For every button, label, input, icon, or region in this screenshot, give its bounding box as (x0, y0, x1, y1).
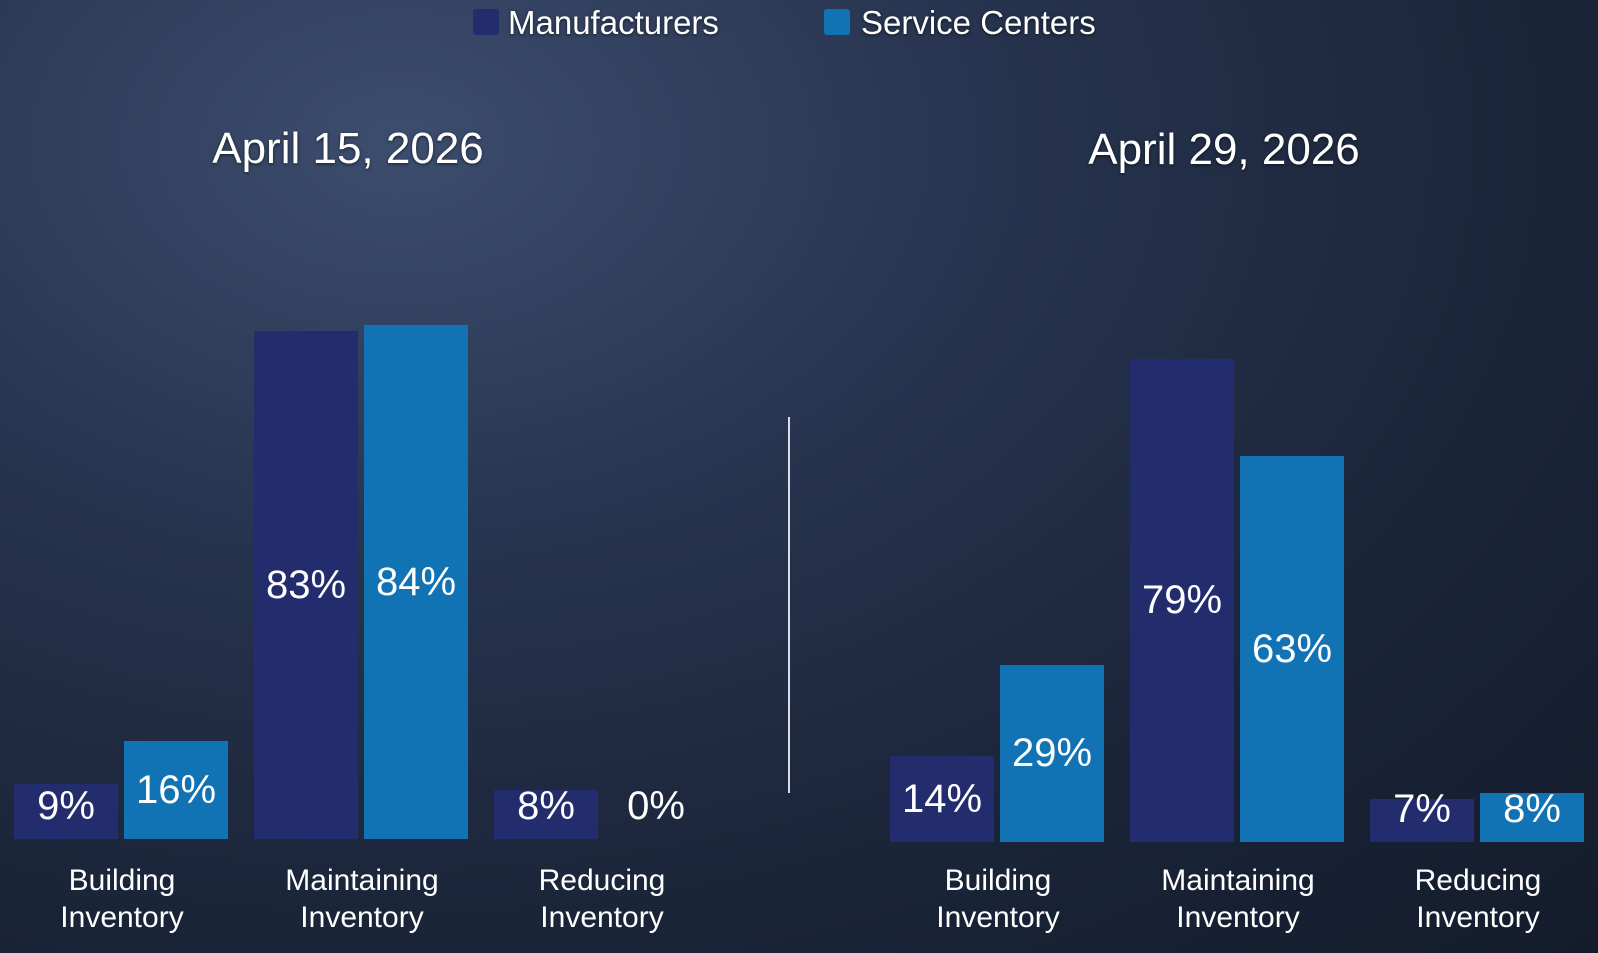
data-label: 8% (517, 784, 575, 828)
x-tick-label: Reducing Inventory (538, 864, 666, 934)
bar (1240, 456, 1344, 842)
data-label: 14% (901, 777, 983, 822)
bar (1370, 799, 1474, 842)
data-label: 8% (1503, 787, 1561, 831)
bar (1480, 793, 1584, 842)
legend-label: Manufacturers (508, 4, 719, 41)
x-tick-label: Reducing Inventory (1414, 864, 1542, 934)
legend-swatch (824, 9, 850, 35)
data-label: 9% (37, 784, 95, 828)
data-label: 63% (1251, 627, 1333, 672)
data-label: 79% (1141, 578, 1223, 623)
bar (1130, 358, 1234, 842)
x-tick-label: Maintaining Inventory (285, 864, 439, 934)
bar (254, 331, 358, 839)
divider (788, 417, 790, 793)
bar (124, 741, 228, 839)
data-label: 29% (1011, 731, 1093, 776)
chart-title: April 29, 2026 (1088, 125, 1360, 174)
data-label: 84% (375, 559, 457, 604)
bar (1000, 664, 1104, 842)
legend-label: Service Centers (861, 4, 1096, 41)
legend-swatch (473, 9, 499, 35)
bar (890, 756, 994, 842)
data-label: 0% (627, 784, 685, 828)
x-tick-label: Maintaining Inventory (1161, 864, 1315, 934)
data-label: 7% (1393, 787, 1451, 831)
x-tick-label: Building Inventory (60, 864, 184, 934)
chart-title: April 15, 2026 (212, 124, 484, 173)
bar (494, 790, 598, 839)
bar (14, 783, 118, 839)
data-label: 16% (135, 768, 217, 813)
data-label: 83% (265, 563, 347, 608)
bar (364, 324, 468, 839)
x-tick-label: Building Inventory (936, 864, 1060, 934)
